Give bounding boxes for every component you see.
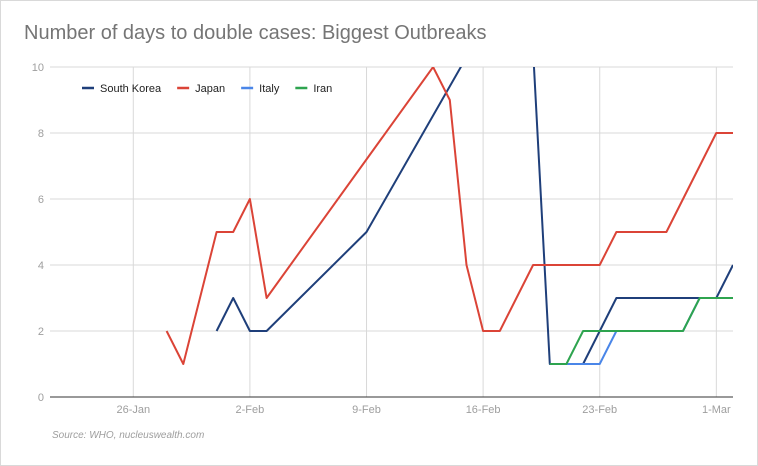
x-tick-label: 23-Feb xyxy=(582,404,617,416)
legend-label: Iran xyxy=(313,83,332,95)
y-tick-label: 0 xyxy=(38,392,44,404)
chart-title: Number of days to double cases: Biggest … xyxy=(24,22,487,44)
legend: South Korea Japan Italy Iran xyxy=(82,83,332,95)
y-tick-label: 4 xyxy=(38,260,44,272)
y-tick-label: 8 xyxy=(38,128,44,140)
x-tick-label: 9-Feb xyxy=(352,404,381,416)
axes: 0 2 4 6 8 10 26-Jan 2-Feb 9-Feb 16-Feb 23-Feb 1-Mar xyxy=(32,62,733,416)
series-line-japan xyxy=(165,67,733,365)
x-tick-label: 26-Jan xyxy=(116,404,150,416)
y-tick-label: 10 xyxy=(32,62,44,74)
legend-label: Italy xyxy=(259,83,280,95)
x-tick-label: 16-Feb xyxy=(466,404,501,416)
series-line-iran xyxy=(549,297,733,365)
x-tick-label: 2-Feb xyxy=(236,404,265,416)
chart-source: Source: WHO, nucleuswealth.com xyxy=(52,430,205,441)
legend-label: Japan xyxy=(195,83,225,95)
y-tick-label: 2 xyxy=(38,326,44,338)
y-tick-label: 6 xyxy=(38,194,44,206)
x-tick-label: 1-Mar xyxy=(702,404,731,416)
series-line-south-korea xyxy=(215,67,733,365)
series-lines xyxy=(165,67,733,365)
legend-label: South Korea xyxy=(100,83,162,95)
